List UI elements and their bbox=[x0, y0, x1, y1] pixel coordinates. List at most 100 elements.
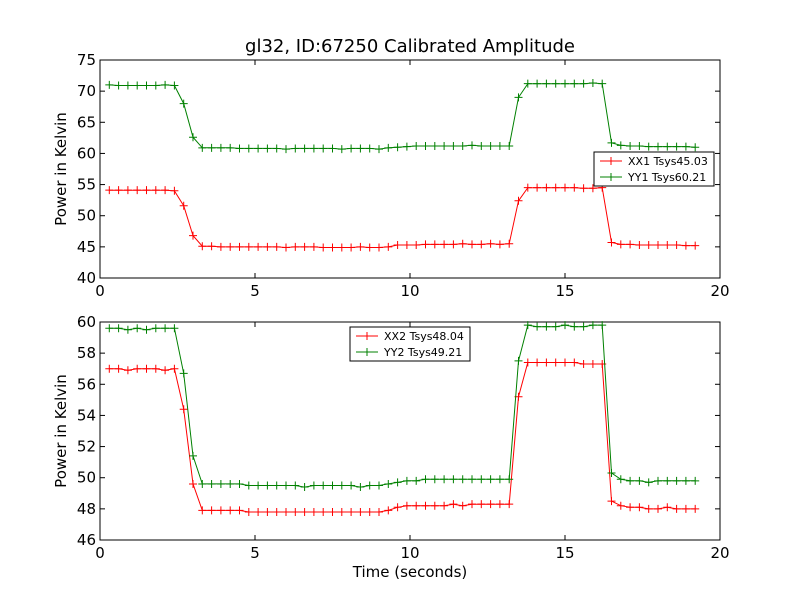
chart0-data-point bbox=[244, 242, 253, 251]
chart1-data-point bbox=[170, 364, 179, 373]
chart1-x-axis-label: Time (seconds) bbox=[352, 563, 468, 581]
chart0-data-point bbox=[588, 184, 597, 193]
chart0-data-point bbox=[588, 79, 597, 88]
chart0-data-point bbox=[337, 145, 346, 154]
chart0-y-tick-label: 45 bbox=[77, 238, 96, 256]
chart1-series-0 bbox=[105, 358, 700, 516]
chart1-data-point bbox=[523, 321, 532, 330]
chart0-data-point bbox=[681, 142, 690, 151]
chart1-y-tick-label: 56 bbox=[77, 375, 96, 393]
chart1-data-point bbox=[588, 321, 597, 330]
chart0-data-point bbox=[170, 81, 179, 90]
chart1-y-tick-label: 50 bbox=[77, 469, 96, 487]
chart0-data-point bbox=[328, 243, 337, 252]
chart1-data-point bbox=[533, 358, 542, 367]
chart0-x-tick-label: 0 bbox=[95, 282, 105, 300]
chart1-data-point bbox=[440, 475, 449, 484]
chart0-data-point bbox=[272, 144, 281, 153]
chart0-data-point bbox=[254, 242, 263, 251]
chart1-data-point bbox=[681, 476, 690, 485]
chart1-data-point bbox=[356, 507, 365, 516]
chart0-data-point bbox=[179, 201, 188, 210]
chart0-data-point bbox=[133, 186, 142, 195]
chart0-data-point bbox=[282, 243, 290, 252]
chart0-data-point bbox=[458, 239, 467, 248]
chart1-data-point bbox=[179, 405, 188, 414]
chart0-data-point bbox=[570, 79, 579, 88]
chart1-data-point bbox=[161, 366, 170, 375]
chart0-data-point bbox=[468, 141, 476, 150]
chart1-data-point bbox=[254, 507, 263, 516]
chart0-data-point bbox=[486, 239, 495, 248]
chart0-data-point bbox=[468, 240, 476, 249]
chart0-data-point bbox=[142, 186, 151, 195]
chart1-legend: XX2 Tsys48.04 YY2 Tsys49.21 bbox=[349, 326, 471, 362]
chart1-data-point bbox=[663, 476, 672, 485]
chart1-data-point bbox=[123, 366, 132, 375]
chart0-data-point bbox=[449, 240, 458, 249]
chart1-data-point bbox=[365, 507, 374, 516]
chart1-data-point bbox=[561, 321, 569, 330]
chart0-data-point bbox=[216, 242, 225, 251]
chart0-data-point bbox=[142, 81, 151, 90]
chart1-data-point bbox=[133, 324, 142, 333]
chart1-legend-marker bbox=[363, 332, 371, 340]
chart0-data-point bbox=[207, 143, 216, 152]
chart1-data-point bbox=[654, 504, 662, 513]
chart0-y-tick-label: 55 bbox=[77, 176, 96, 194]
chart1-data-point bbox=[691, 504, 700, 513]
chart1-data-point bbox=[486, 500, 495, 509]
chart0-data-point bbox=[514, 196, 523, 205]
chart1-data-point bbox=[644, 504, 653, 513]
chart1-y-tick-label: 54 bbox=[77, 406, 96, 424]
chart1-data-point bbox=[644, 478, 653, 487]
chart1-data-point bbox=[384, 506, 393, 515]
chart1-data-point bbox=[142, 364, 151, 373]
chart1-x-tick-label: 5 bbox=[250, 544, 260, 562]
chart0-data-point bbox=[235, 242, 244, 251]
chart1-data-point bbox=[616, 475, 625, 484]
chart0-data-point bbox=[179, 99, 188, 108]
chart0-data-point bbox=[412, 141, 421, 150]
chart1-data-point bbox=[477, 475, 486, 484]
chart0-x-tick-label: 15 bbox=[555, 282, 574, 300]
chart0-data-point bbox=[402, 142, 411, 151]
chart0-data-point bbox=[319, 144, 328, 153]
chart0-data-point bbox=[579, 79, 588, 88]
chart1-x-tick-label: 15 bbox=[555, 544, 574, 562]
chart1-data-point bbox=[328, 481, 337, 490]
chart1-data-point bbox=[626, 476, 635, 485]
chart1-data-point bbox=[207, 479, 216, 488]
chart1-data-point bbox=[263, 507, 272, 516]
chart1-data-point bbox=[244, 481, 253, 490]
chart0-data-point bbox=[189, 133, 197, 142]
chart0-data-point bbox=[254, 144, 263, 153]
chart1-data-point bbox=[356, 483, 365, 492]
chart1-y-axis-label: Power in Kelvin bbox=[52, 374, 70, 488]
chart0-data-point bbox=[542, 79, 551, 88]
chart0-data-point bbox=[291, 144, 300, 153]
chart1-data-point bbox=[449, 500, 458, 509]
chart0-y-tick-label: 75 bbox=[77, 51, 96, 69]
chart1-series-line bbox=[109, 362, 696, 513]
chart0-data-point bbox=[626, 240, 635, 249]
chart1-data-point bbox=[551, 322, 560, 331]
chart1-data-point bbox=[570, 358, 579, 367]
chart0-y-tick-label: 40 bbox=[77, 269, 96, 287]
chart0-data-point bbox=[542, 183, 551, 192]
chart0-data-point bbox=[133, 81, 142, 90]
chart0-data-point bbox=[626, 141, 635, 150]
chart0-x-tick-label: 5 bbox=[250, 282, 260, 300]
chart0-data-point bbox=[523, 183, 532, 192]
chart0-data-point bbox=[477, 141, 486, 150]
chart0-data-point bbox=[189, 231, 197, 240]
chart1-data-point bbox=[272, 481, 281, 490]
chart0-data-point bbox=[579, 184, 588, 193]
chart1-data-point bbox=[579, 360, 588, 369]
chart1-data-point bbox=[207, 506, 216, 515]
chart0-data-point bbox=[105, 186, 114, 195]
chart0-data-point bbox=[123, 81, 132, 90]
chart1-data-point bbox=[505, 500, 514, 509]
chart1-data-point bbox=[282, 507, 290, 516]
